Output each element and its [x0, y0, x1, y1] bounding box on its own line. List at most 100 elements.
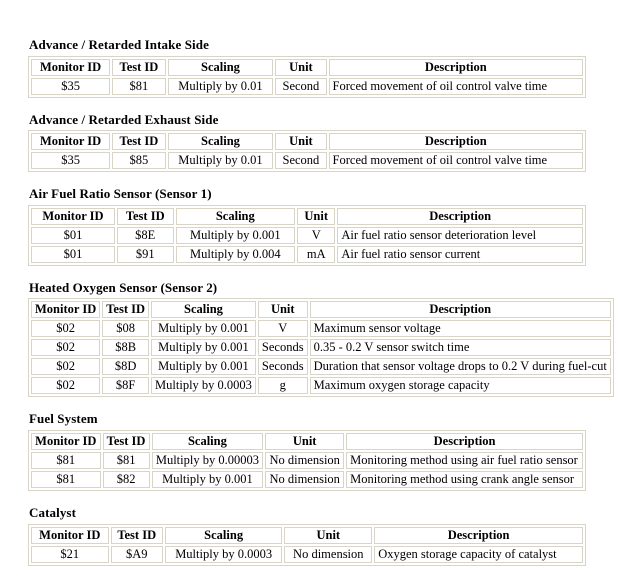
- cell-unit: No dimension: [265, 470, 345, 488]
- column-header: Monitor ID: [31, 58, 111, 76]
- table-row: $81 $81 Multiply by 0.00003 No dimension Mon…: [31, 451, 583, 469]
- cell-description: Air fuel ratio sensor deterioration leve…: [337, 226, 583, 244]
- column-header: Scaling: [151, 301, 256, 319]
- table-row: $01 $91 Multiply by 0.004 mA Air fuel ratio …: [31, 245, 583, 263]
- cell-monitor-id: $02: [31, 339, 101, 357]
- test-data-table: Monitor ID Test ID Scaling Unit Description …: [28, 204, 586, 266]
- cell-monitor-id: $01: [31, 245, 115, 263]
- cell-description: Forced movement of oil control valve tim…: [328, 152, 583, 170]
- table-row: $21 $A9 Multiply by 0.0003 No dimension Oxyg…: [31, 545, 583, 563]
- column-header: Scaling: [167, 58, 274, 76]
- cell-monitor-id: $35: [31, 77, 111, 95]
- cell-monitor-id: $02: [31, 320, 101, 338]
- column-header: Description: [328, 58, 583, 76]
- column-header: Scaling: [164, 526, 283, 544]
- cell-scaling: Multiply by 0.001: [151, 358, 256, 376]
- cell-description: Monitoring method using air fuel ratio s…: [346, 451, 583, 469]
- cell-scaling: Multiply by 0.001: [151, 339, 256, 357]
- column-header: Description: [337, 207, 583, 225]
- cell-scaling: Multiply by 0.0003: [164, 545, 283, 563]
- section-title: Advance / Retarded Intake Side: [29, 37, 209, 52]
- cell-test-id: $8B: [102, 339, 150, 357]
- cell-description: Maximum sensor voltage: [309, 320, 611, 338]
- test-data-table: Monitor ID Test ID Scaling Unit Description …: [28, 298, 614, 398]
- cell-scaling: Multiply by 0.01: [167, 77, 274, 95]
- table-row: $35 $85 Multiply by 0.01 Second Forced movem…: [31, 152, 583, 170]
- cell-test-id: $08: [102, 320, 150, 338]
- cell-scaling: Multiply by 0.00003: [151, 451, 264, 469]
- cell-scaling: Multiply by 0.001: [175, 226, 296, 244]
- table-row: $01 $8E Multiply by 0.001 V Air fuel ratio s…: [31, 226, 583, 244]
- test-data-table: Monitor ID Test ID Scaling Unit Description …: [28, 523, 586, 566]
- table-header-row: Monitor ID Test ID Scaling Unit Description: [31, 207, 583, 225]
- table-row: $02 $8D Multiply by 0.001 Seconds Duration t…: [31, 358, 611, 376]
- section-title: Catalyst: [29, 504, 77, 520]
- cell-scaling: Multiply by 0.01: [167, 152, 274, 170]
- test-table-section: Advance / Retarded Exhaust Side Monitor …: [28, 112, 588, 173]
- column-header: Description: [309, 301, 611, 319]
- cell-description: 0.35 - 0.2 V sensor switch time: [309, 339, 611, 357]
- cell-description: Duration that sensor voltage drops to 0.…: [309, 358, 611, 376]
- table-row: $02 $8F Multiply by 0.0003 g Maximum oxygen …: [31, 377, 611, 395]
- column-header: Monitor ID: [31, 301, 101, 319]
- column-header: Description: [374, 526, 583, 544]
- test-table-section: Advance / Retarded Intake Side Monitor I…: [28, 37, 588, 98]
- table-header-row: Monitor ID Test ID Scaling Unit Description: [31, 301, 611, 319]
- table-header-row: Monitor ID Test ID Scaling Unit Description: [31, 432, 583, 450]
- column-header: Test ID: [116, 207, 174, 225]
- column-header: Unit: [275, 133, 327, 151]
- column-header: Unit: [275, 58, 327, 76]
- cell-scaling: Multiply by 0.001: [151, 470, 264, 488]
- cell-test-id: $91: [116, 245, 174, 263]
- column-header: Test ID: [102, 432, 150, 450]
- cell-description: Air fuel ratio sensor current: [337, 245, 583, 263]
- table-header-row: Monitor ID Test ID Scaling Unit Description: [31, 58, 583, 76]
- cell-monitor-id: $81: [31, 451, 101, 469]
- cell-test-id: $81: [102, 451, 150, 469]
- section-title: Air Fuel Ratio Sensor (Sensor 1): [29, 186, 212, 202]
- cell-description: Monitoring method using crank angle sens…: [346, 470, 583, 488]
- column-header: Description: [328, 133, 583, 151]
- column-header: Scaling: [167, 133, 274, 151]
- column-header: Monitor ID: [31, 526, 109, 544]
- section-title: Fuel System: [29, 411, 98, 427]
- test-table-section: Air Fuel Ratio Sensor (Sensor 1) Monitor…: [28, 186, 588, 266]
- test-table-section: Catalyst Monitor ID Test ID Scaling Unit Des…: [28, 505, 588, 566]
- column-header: Description: [346, 432, 583, 450]
- column-header: Unit: [297, 207, 336, 225]
- cell-monitor-id: $81: [31, 470, 101, 488]
- cell-unit: Second: [275, 152, 327, 170]
- column-header: Unit: [265, 432, 345, 450]
- cell-unit: Second: [275, 77, 327, 95]
- column-header: Scaling: [175, 207, 296, 225]
- cell-unit: No dimension: [284, 545, 373, 563]
- table-row: $02 $08 Multiply by 0.001 V Maximum sensor v…: [31, 320, 611, 338]
- test-table-section: Fuel System Monitor ID Test ID Scaling Unit…: [28, 411, 588, 491]
- cell-unit: V: [297, 226, 336, 244]
- section-title: Advance / Retarded Exhaust Side: [29, 111, 219, 127]
- cell-monitor-id: $35: [31, 152, 111, 170]
- cell-scaling: Multiply by 0.0003: [151, 377, 256, 395]
- cell-test-id: $82: [102, 470, 150, 488]
- cell-monitor-id: $02: [31, 358, 101, 376]
- cell-unit: Seconds: [257, 358, 308, 376]
- cell-monitor-id: $02: [31, 377, 101, 395]
- column-header: Monitor ID: [31, 133, 111, 151]
- column-header: Test ID: [112, 58, 166, 76]
- table-row: $02 $8B Multiply by 0.001 Seconds 0.35 - 0.2…: [31, 339, 611, 357]
- column-header: Test ID: [112, 133, 166, 151]
- table-header-row: Monitor ID Test ID Scaling Unit Description: [31, 526, 583, 544]
- cell-unit: g: [257, 377, 308, 395]
- cell-test-id: $A9: [110, 545, 163, 563]
- cell-test-id: $8D: [102, 358, 150, 376]
- column-header: Monitor ID: [31, 207, 115, 225]
- cell-monitor-id: $01: [31, 226, 115, 244]
- column-header: Unit: [284, 526, 373, 544]
- test-data-table: Monitor ID Test ID Scaling Unit Description …: [28, 429, 586, 491]
- table-row: $81 $82 Multiply by 0.001 No dimension Monit…: [31, 470, 583, 488]
- table-row: $35 $81 Multiply by 0.01 Second Forced movem…: [31, 77, 583, 95]
- cell-test-id: $81: [112, 77, 166, 95]
- test-data-table: Monitor ID Test ID Scaling Unit Description …: [28, 55, 586, 98]
- section-title: Heated Oxygen Sensor (Sensor 2): [29, 279, 218, 295]
